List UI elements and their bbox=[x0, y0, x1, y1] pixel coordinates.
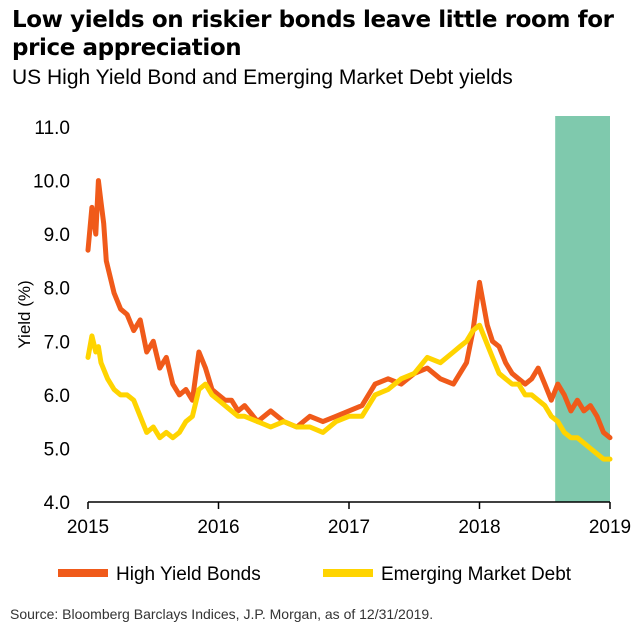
highlight-region bbox=[555, 116, 610, 502]
legend: High Yield Bonds Emerging Market Debt bbox=[58, 564, 572, 585]
x-tick-label: 2019 bbox=[589, 517, 631, 538]
high-yield-line bbox=[85, 178, 613, 441]
y-tick-label: 9.0 bbox=[44, 225, 70, 246]
source-note: Source: Bloomberg Barclays Indices, J.P.… bbox=[10, 606, 434, 622]
y-tick-label: 5.0 bbox=[44, 439, 70, 460]
chart-title: Low yields on riskier bonds leave little… bbox=[12, 7, 614, 61]
legend-label-emerging-market: Emerging Market Debt bbox=[381, 564, 572, 585]
x-tick-label: 2018 bbox=[458, 517, 500, 538]
y-tick-label: 8.0 bbox=[44, 279, 70, 300]
y-axis-ticks: 4.0 5.0 6.0 7.0 8.0 9.0 10.0 11.0 bbox=[33, 118, 70, 514]
y-tick-label: 6.0 bbox=[44, 386, 70, 407]
x-tick-label: 2017 bbox=[328, 517, 370, 538]
chart-subtitle: US High Yield Bond and Emerging Market D… bbox=[12, 66, 513, 89]
x-tick-label: 2016 bbox=[197, 517, 239, 538]
legend-label-high-yield: High Yield Bonds bbox=[116, 564, 261, 585]
y-tick-label: 11.0 bbox=[34, 118, 70, 139]
emerging-market-line bbox=[85, 322, 613, 462]
y-tick-label: 7.0 bbox=[44, 332, 70, 353]
y-tick-label: 4.0 bbox=[44, 493, 70, 514]
x-tick-label: 2015 bbox=[67, 517, 109, 538]
series-lines bbox=[85, 178, 613, 462]
yield-line-chart: 4.05.06.07.08.09.010.011.0 2015 2016 2017 2… bbox=[15, 116, 631, 585]
y-tick-label: 10.0 bbox=[33, 172, 70, 193]
x-axis-ticks: 2015 2016 2017 2018 2019 bbox=[67, 502, 631, 538]
y-axis-label: Yield (%) bbox=[15, 280, 34, 348]
